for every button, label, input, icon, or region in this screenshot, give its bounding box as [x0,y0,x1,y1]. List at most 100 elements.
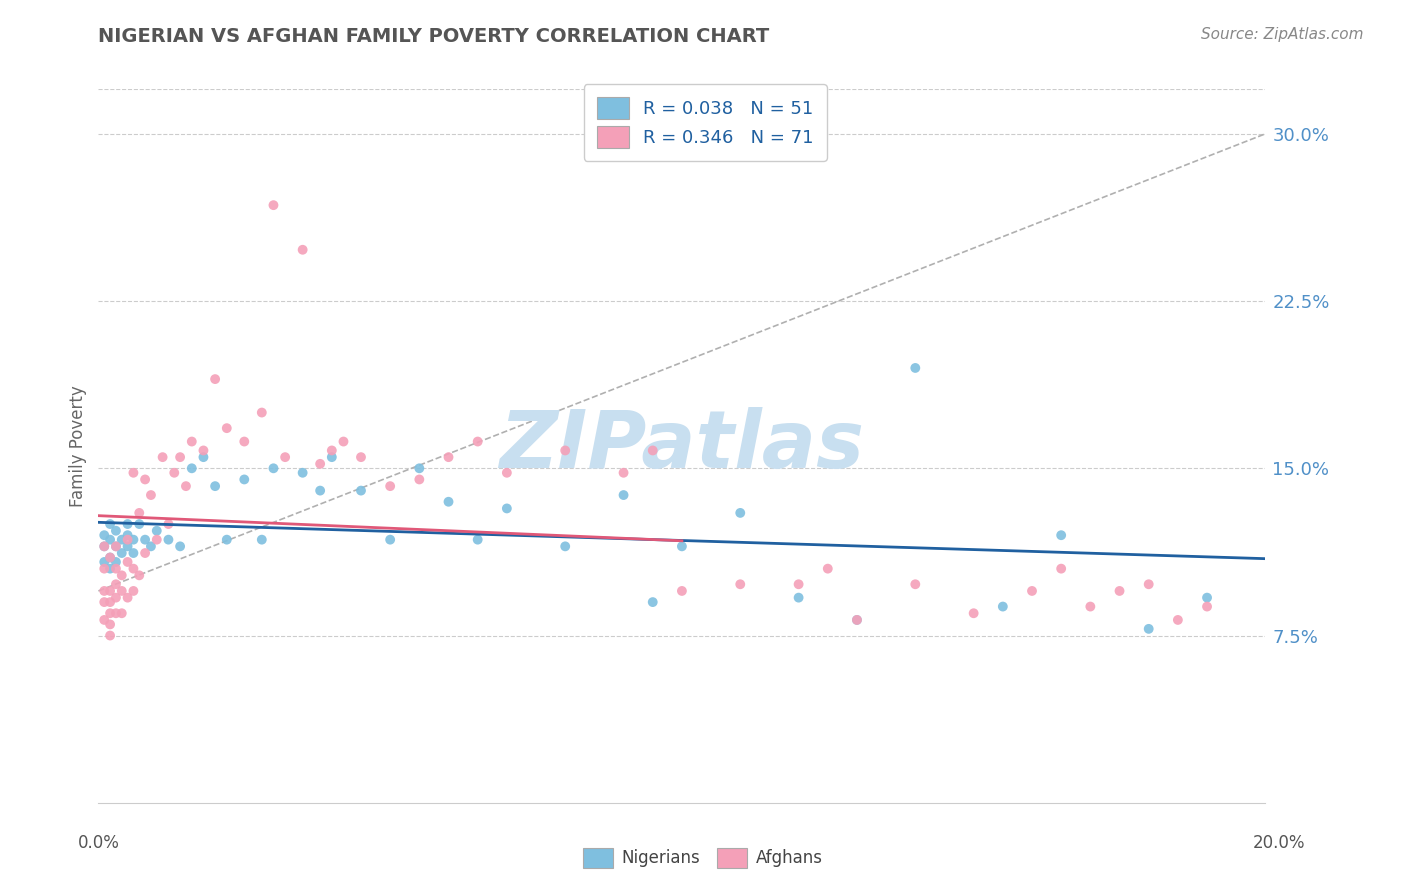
Point [467,434,489,449]
Point [1137,622,1160,636]
Point [671,583,693,598]
Text: ZIPatlas: ZIPatlas [499,407,865,485]
Point [174,479,197,493]
Point [215,533,238,547]
Point [554,443,576,458]
Point [554,539,576,553]
Point [332,434,354,449]
Point [1108,583,1130,598]
Point [233,473,256,487]
Legend: R = 0.038   N = 51, R = 0.346   N = 71: R = 0.038 N = 51, R = 0.346 N = 71 [583,84,827,161]
Point [117,528,139,542]
Point [309,483,332,498]
Point [93,539,115,553]
Point [904,360,927,375]
Point [93,583,115,598]
Point [1021,583,1043,598]
Point [111,607,134,621]
Point [378,533,402,547]
Point [93,555,115,569]
Point [378,479,402,493]
Point [845,613,868,627]
Point [117,591,139,605]
Point [817,562,839,576]
Point [612,466,634,480]
Point [157,517,180,532]
Point [467,533,489,547]
Point [408,473,430,487]
Point [122,562,145,576]
Point [350,450,373,465]
Point [991,599,1014,614]
Point [193,443,215,458]
Point [180,461,202,475]
Point [262,461,284,475]
Point [641,443,664,458]
Point [122,546,145,560]
Point [215,421,238,435]
Point [117,533,139,547]
Point [1195,599,1218,614]
Point [250,533,273,547]
Point [262,198,284,212]
Point [104,539,127,553]
Point [93,613,115,627]
Point [904,577,927,591]
Point [111,568,134,582]
Point [117,555,139,569]
Point [845,613,868,627]
Point [1137,577,1160,591]
Point [104,607,127,621]
Point [139,488,162,502]
Point [180,434,202,449]
Point [93,539,115,553]
Point [134,473,156,487]
Point [104,539,127,553]
Point [146,524,169,538]
Point [321,443,343,458]
Point [204,372,226,386]
Point [1050,528,1073,542]
Point [98,562,121,576]
Point [122,533,145,547]
Text: 20.0%: 20.0% [1253,834,1306,852]
Point [98,550,121,565]
Point [291,243,314,257]
Point [98,595,121,609]
Point [98,628,121,642]
Point [128,517,150,532]
Point [350,483,373,498]
Point [169,450,191,465]
Point [250,405,273,420]
Point [671,539,693,553]
Text: Source: ZipAtlas.com: Source: ZipAtlas.com [1201,27,1364,42]
Point [128,568,150,582]
Point [104,524,127,538]
Point [104,577,127,591]
Point [117,517,139,532]
Point [111,583,134,598]
Point [728,577,751,591]
Point [641,595,664,609]
Point [93,528,115,542]
Point [117,539,139,553]
Point [728,506,751,520]
Point [291,466,314,480]
Point [962,607,984,621]
Point [193,450,215,465]
Point [98,607,121,621]
Point [104,591,127,605]
Point [134,533,156,547]
Point [437,450,460,465]
Point [169,539,191,553]
Point [146,533,169,547]
Point [612,488,634,502]
Point [98,517,121,532]
Point [111,533,134,547]
Point [163,466,186,480]
Point [787,591,810,605]
Point [309,457,332,471]
Point [157,533,180,547]
Point [122,583,145,598]
Point [1167,613,1189,627]
